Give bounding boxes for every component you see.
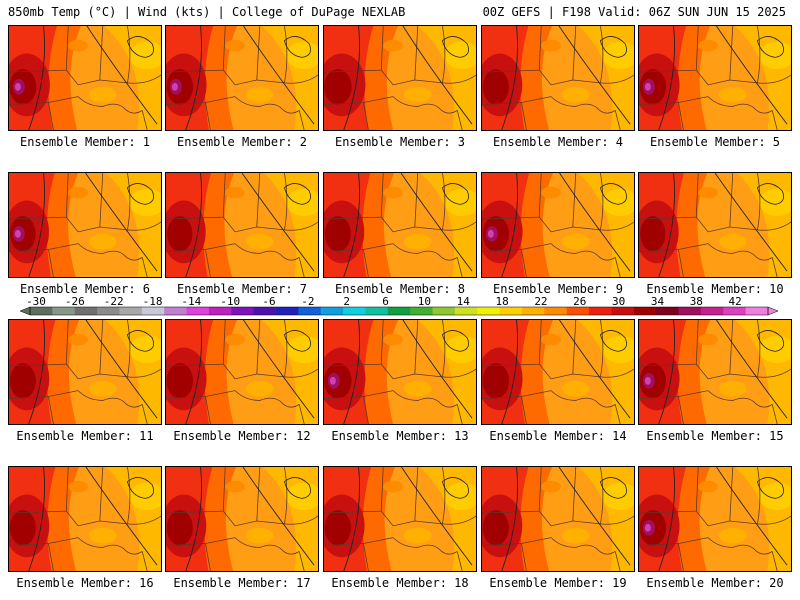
ensemble-map-panel bbox=[638, 466, 792, 572]
legend-swatch bbox=[365, 307, 389, 315]
legend-tick-label: 6 bbox=[382, 295, 389, 308]
panel-label: Ensemble Member: 7 bbox=[176, 282, 308, 296]
ensemble-map-panel bbox=[481, 466, 635, 572]
panel-label: Ensemble Member: 5 bbox=[649, 135, 781, 149]
legend-swatch bbox=[454, 307, 478, 315]
legend-swatch bbox=[208, 307, 232, 315]
legend-swatch bbox=[544, 307, 568, 315]
legend-tick-label: 22 bbox=[534, 295, 547, 308]
legend-swatch bbox=[566, 307, 590, 315]
legend-swatch bbox=[253, 307, 277, 315]
legend-swatch bbox=[432, 307, 456, 315]
legend-swatch bbox=[700, 307, 724, 315]
panel-label: Ensemble Member: 8 bbox=[334, 282, 466, 296]
legend-high-arrow bbox=[767, 306, 779, 316]
ensemble-map-panel bbox=[638, 172, 792, 278]
ensemble-map-panel bbox=[8, 25, 162, 131]
legend-tick-label: -30 bbox=[26, 295, 46, 308]
legend-tick-label: -22 bbox=[104, 295, 124, 308]
map-title: 850mb Temp (°C) | Wind (kts) | College o… bbox=[8, 5, 406, 19]
panel-label: Ensemble Member: 3 bbox=[334, 135, 466, 149]
legend-swatch bbox=[522, 307, 545, 315]
panel-label: Ensemble Member: 4 bbox=[492, 135, 624, 149]
ensemble-map-panel bbox=[323, 319, 477, 425]
panel-label: Ensemble Member: 17 bbox=[173, 576, 311, 590]
ensemble-map-panel bbox=[638, 319, 792, 425]
ensemble-map-panel bbox=[481, 25, 635, 131]
panel-label: Ensemble Member: 11 bbox=[16, 429, 154, 443]
panel-label: Ensemble Member: 16 bbox=[16, 576, 154, 590]
ensemble-map-panel bbox=[8, 172, 162, 278]
legend-swatch bbox=[30, 307, 53, 315]
ensemble-map-panel bbox=[8, 466, 162, 572]
legend-swatch bbox=[141, 307, 165, 315]
legend-swatch bbox=[343, 307, 366, 315]
panel-label: Ensemble Member: 13 bbox=[331, 429, 469, 443]
panel-label: Ensemble Member: 18 bbox=[331, 576, 469, 590]
panel-label: Ensemble Member: 14 bbox=[489, 429, 627, 443]
legend-swatch bbox=[186, 307, 210, 315]
legend-swatch bbox=[656, 307, 680, 315]
legend-swatch bbox=[231, 307, 255, 315]
panel-label: Ensemble Member: 10 bbox=[646, 282, 784, 296]
legend-tick-label: 18 bbox=[495, 295, 508, 308]
ensemble-map-panel bbox=[323, 466, 477, 572]
legend-swatch bbox=[678, 307, 702, 315]
legend-tick-label: -26 bbox=[65, 295, 85, 308]
legend-swatch bbox=[298, 307, 322, 315]
legend-tick-label: 2 bbox=[343, 295, 350, 308]
legend-tick-label: -10 bbox=[220, 295, 240, 308]
legend-swatch bbox=[276, 307, 299, 315]
legend-tick-label: 42 bbox=[729, 295, 742, 308]
legend-tick-label: -14 bbox=[181, 295, 201, 308]
legend-tick-label: 26 bbox=[573, 295, 586, 308]
model-run-info: 00Z GEFS | F198 Valid: 06Z SUN JUN 15 20… bbox=[482, 5, 786, 19]
legend-tick-label: 34 bbox=[651, 295, 665, 308]
ensemble-map-panel bbox=[165, 25, 319, 131]
ensemble-map-panel bbox=[481, 319, 635, 425]
ensemble-map-panel bbox=[323, 25, 477, 131]
temperature-color-legend: -30 -26 -22 -18 -14 -10 -6 -2 2 6 10 14 18 22 26 30 34 38… bbox=[19, 295, 779, 316]
ensemble-map-panel bbox=[165, 172, 319, 278]
panel-label: Ensemble Member: 15 bbox=[646, 429, 784, 443]
legend-swatch bbox=[745, 307, 769, 315]
legend-swatch bbox=[164, 307, 188, 315]
legend-swatch bbox=[74, 307, 98, 315]
panel-label: Ensemble Member: 6 bbox=[19, 282, 151, 296]
panel-label: Ensemble Member: 9 bbox=[492, 282, 624, 296]
legend-tick-label: 10 bbox=[418, 295, 431, 308]
legend-swatch bbox=[410, 307, 434, 315]
legend-tick-label: -6 bbox=[262, 295, 275, 308]
legend-tick-label: 14 bbox=[457, 295, 471, 308]
panel-label: Ensemble Member: 12 bbox=[173, 429, 311, 443]
legend-low-arrow bbox=[19, 306, 31, 316]
legend-swatch bbox=[97, 307, 120, 315]
ensemble-map-panel bbox=[481, 172, 635, 278]
ensemble-map-panel bbox=[323, 172, 477, 278]
legend-swatch bbox=[633, 307, 657, 315]
legend-swatch bbox=[387, 307, 411, 315]
legend-swatch bbox=[589, 307, 612, 315]
legend-swatch bbox=[611, 307, 635, 315]
panel-label: Ensemble Member: 1 bbox=[19, 135, 151, 149]
legend-tick-label: -18 bbox=[143, 295, 163, 308]
legend-swatch bbox=[723, 307, 747, 315]
ensemble-map-panel bbox=[165, 319, 319, 425]
panel-label: Ensemble Member: 19 bbox=[489, 576, 627, 590]
legend-swatch bbox=[499, 307, 523, 315]
ensemble-map-panel bbox=[8, 319, 162, 425]
legend-swatch bbox=[320, 307, 344, 315]
legend-tick-label: -2 bbox=[301, 295, 314, 308]
panel-label: Ensemble Member: 2 bbox=[176, 135, 308, 149]
ensemble-map-panel bbox=[165, 466, 319, 572]
panel-label: Ensemble Member: 20 bbox=[646, 576, 784, 590]
legend-tick-label: 30 bbox=[612, 295, 625, 308]
legend-tick-label: 38 bbox=[690, 295, 703, 308]
legend-swatch bbox=[52, 307, 76, 315]
ensemble-map-panel bbox=[638, 25, 792, 131]
legend-swatch bbox=[119, 307, 143, 315]
legend-swatch bbox=[477, 307, 501, 315]
